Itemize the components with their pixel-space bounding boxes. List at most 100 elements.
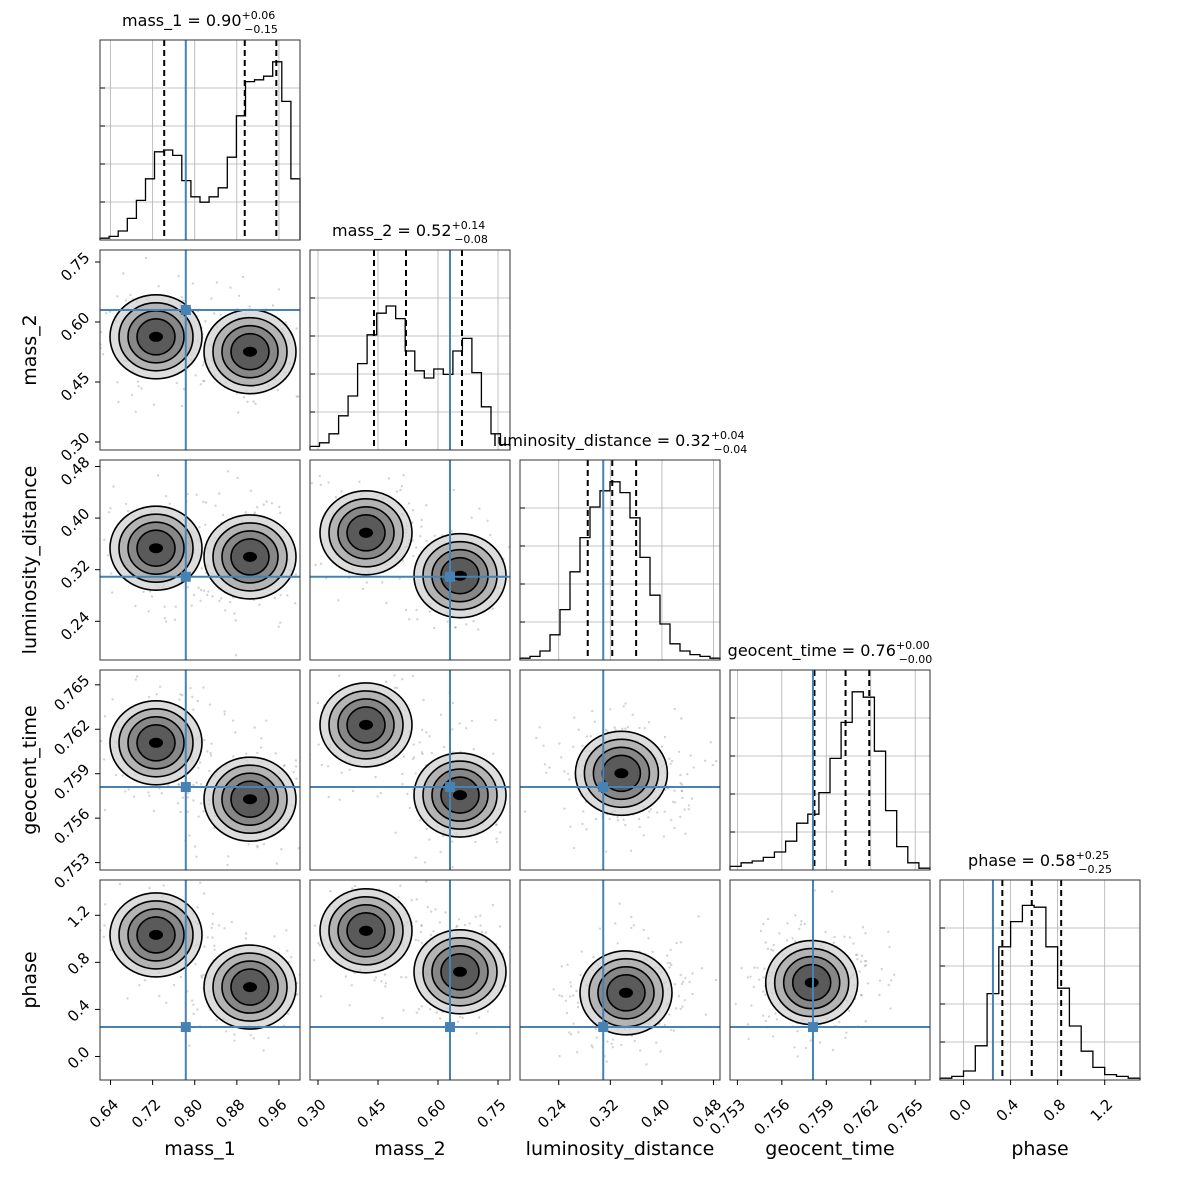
panel-inner xyxy=(288,670,525,874)
sample-point xyxy=(393,674,396,677)
sample-point xyxy=(670,818,673,822)
sample-point xyxy=(514,770,516,772)
sample-point xyxy=(223,927,226,930)
sample-point xyxy=(206,750,209,753)
sample-point xyxy=(421,752,424,756)
sample-point xyxy=(410,899,413,902)
sample-point xyxy=(236,476,239,480)
sample-point xyxy=(381,1016,384,1020)
sample-point xyxy=(233,1033,236,1036)
sample-point xyxy=(866,982,870,985)
sample-point xyxy=(179,810,182,814)
sample-point xyxy=(322,770,324,772)
title-name: geocent_time = 0.76 xyxy=(728,641,896,661)
x-tick-label: 0.96 xyxy=(254,1095,290,1131)
sample-point xyxy=(181,796,185,799)
sample-point xyxy=(275,862,278,865)
sample-point xyxy=(304,976,306,978)
sample-point xyxy=(680,717,683,720)
sample-point xyxy=(645,1063,648,1066)
sample-point xyxy=(197,586,200,589)
sample-point xyxy=(252,400,255,403)
sample-point xyxy=(237,411,240,414)
sample-point xyxy=(319,483,322,487)
sample-point xyxy=(265,719,268,722)
sample-point xyxy=(582,810,585,813)
sample-point xyxy=(764,993,767,996)
sample-point xyxy=(182,299,185,302)
sample-point xyxy=(165,495,168,498)
sample-point xyxy=(647,721,651,724)
sample-point xyxy=(232,755,235,758)
sample-point xyxy=(772,1035,775,1038)
sample-point xyxy=(756,966,759,969)
sample-point xyxy=(887,930,890,933)
panel-inner xyxy=(100,670,324,870)
sample-point xyxy=(202,973,205,977)
x-tick-label: 0.0 xyxy=(946,1095,976,1125)
sample-point xyxy=(345,849,347,851)
density-peak xyxy=(453,790,467,801)
sample-point xyxy=(186,586,189,589)
sample-point xyxy=(495,840,499,844)
sample-point xyxy=(523,752,525,754)
sample-point xyxy=(256,844,259,847)
sample-point xyxy=(163,617,166,620)
x-tick-label: 0.24 xyxy=(534,1095,570,1131)
sample-point xyxy=(252,1037,255,1040)
sample-point xyxy=(428,610,431,614)
sample-point xyxy=(155,693,158,696)
contour-line xyxy=(328,895,404,966)
contour-line xyxy=(440,952,480,991)
sample-point xyxy=(472,620,475,623)
sample-point xyxy=(247,843,250,846)
sample-point xyxy=(395,686,399,689)
title-plus: +0.04 xyxy=(711,429,745,442)
histogram xyxy=(519,481,721,660)
sample-point xyxy=(565,1011,569,1015)
sample-point xyxy=(679,1007,682,1011)
contour-line xyxy=(422,760,498,830)
sample-point xyxy=(538,726,541,729)
sample-point xyxy=(766,917,770,921)
sample-point xyxy=(204,501,208,504)
sample-point xyxy=(206,936,209,939)
sample-point xyxy=(186,791,190,795)
sample-point xyxy=(198,526,201,529)
sample-point xyxy=(629,849,633,852)
sample-point xyxy=(194,374,197,377)
sample-point xyxy=(407,502,411,505)
sample-point xyxy=(230,920,233,924)
sample-point xyxy=(137,385,140,388)
sample-point xyxy=(477,1016,481,1019)
sample-point xyxy=(585,735,589,738)
sample-point xyxy=(692,766,695,769)
sample-point xyxy=(691,972,694,975)
sample-point xyxy=(227,855,230,858)
sample-point xyxy=(470,516,473,519)
contour-line xyxy=(212,764,288,835)
sample-point xyxy=(750,1004,753,1007)
sample-point xyxy=(211,922,214,926)
sample-point xyxy=(395,490,399,493)
sample-point xyxy=(351,887,354,890)
y-tick-label: 1.2 xyxy=(64,902,94,932)
sample-point xyxy=(575,989,578,993)
sample-point xyxy=(456,1020,460,1023)
sample-point xyxy=(844,1036,847,1040)
contour-line xyxy=(221,324,279,379)
histogram xyxy=(729,691,931,870)
sample-point xyxy=(486,1010,489,1013)
sample-point xyxy=(196,699,199,703)
sample-point xyxy=(305,763,307,765)
sample-point xyxy=(666,961,669,965)
sample-point xyxy=(288,716,290,718)
sample-point xyxy=(681,980,685,983)
sample-point xyxy=(374,976,377,979)
sample-point xyxy=(638,825,641,829)
density-peak xyxy=(149,543,163,554)
sample-point xyxy=(515,554,517,556)
sample-point xyxy=(633,1039,636,1043)
sample-point xyxy=(495,872,497,874)
panel-frame xyxy=(309,669,511,871)
